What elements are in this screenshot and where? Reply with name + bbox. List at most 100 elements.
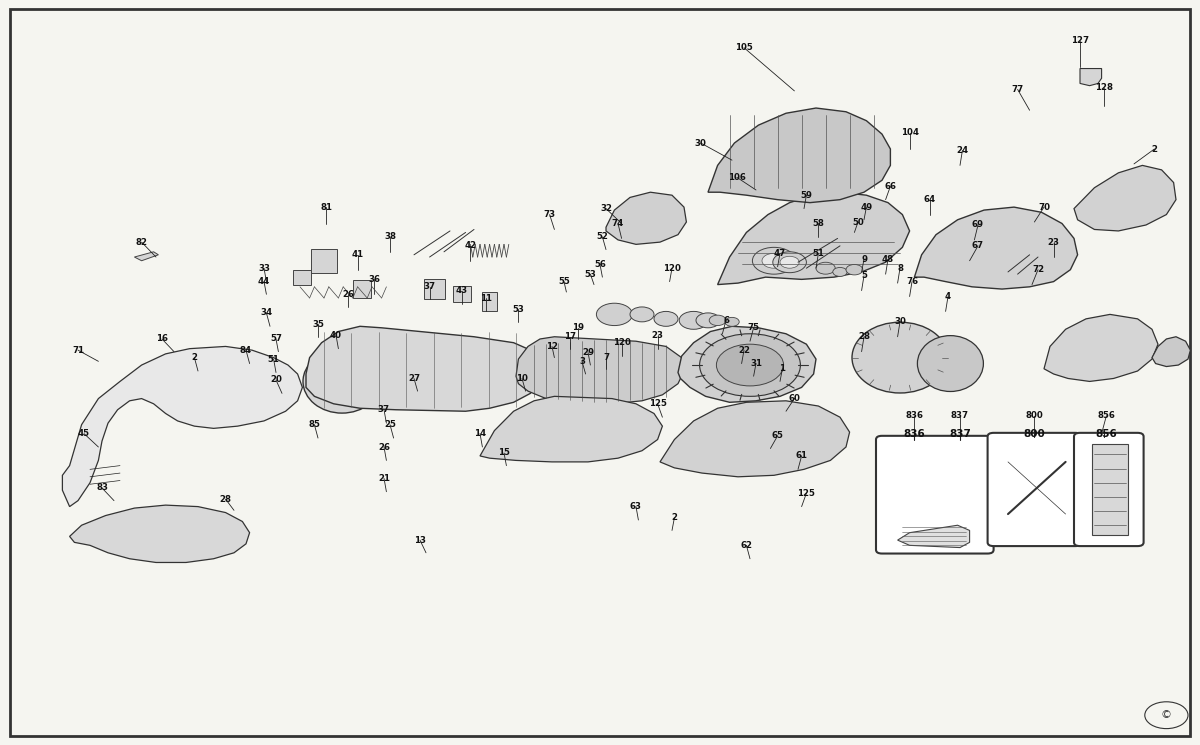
Text: 85: 85 — [308, 420, 320, 429]
Polygon shape — [134, 252, 158, 261]
Text: 6: 6 — [722, 316, 730, 325]
Polygon shape — [1074, 165, 1176, 231]
Ellipse shape — [302, 350, 380, 413]
Text: 28: 28 — [858, 332, 870, 341]
Polygon shape — [1044, 314, 1158, 381]
Text: 37: 37 — [378, 405, 390, 414]
Bar — [454, 286, 470, 302]
Circle shape — [700, 334, 800, 396]
Text: 50: 50 — [852, 218, 864, 226]
Text: 43: 43 — [456, 286, 468, 295]
Text: 21: 21 — [378, 474, 390, 483]
Text: 73: 73 — [544, 210, 556, 219]
Text: 84: 84 — [240, 346, 252, 355]
Circle shape — [709, 315, 726, 326]
Text: 49: 49 — [860, 203, 872, 212]
Text: 36: 36 — [368, 275, 380, 284]
Text: 16: 16 — [156, 335, 168, 343]
Circle shape — [773, 252, 806, 273]
Text: 105: 105 — [736, 43, 752, 52]
Text: 67: 67 — [972, 241, 984, 250]
Text: 8: 8 — [898, 264, 904, 273]
Text: 13: 13 — [414, 536, 426, 545]
FancyBboxPatch shape — [876, 436, 994, 554]
Text: 836: 836 — [904, 428, 925, 439]
Text: 2: 2 — [1151, 145, 1157, 153]
Text: 125: 125 — [649, 399, 666, 408]
Text: 12: 12 — [546, 342, 558, 351]
Polygon shape — [606, 192, 686, 244]
Text: 35: 35 — [312, 320, 324, 329]
Text: 83: 83 — [96, 484, 108, 492]
Text: 81: 81 — [320, 203, 332, 212]
Circle shape — [654, 311, 678, 326]
Text: 2: 2 — [192, 353, 197, 362]
Text: 52: 52 — [596, 232, 608, 241]
Text: 1: 1 — [780, 364, 785, 373]
Text: 82: 82 — [136, 238, 148, 247]
Polygon shape — [718, 192, 910, 285]
Text: 69: 69 — [972, 221, 984, 229]
Text: 37: 37 — [424, 282, 436, 291]
Text: 42: 42 — [464, 241, 476, 250]
Text: 30: 30 — [695, 139, 707, 148]
Ellipse shape — [852, 323, 948, 393]
Text: 837: 837 — [950, 411, 970, 420]
Bar — [353, 280, 372, 299]
Circle shape — [762, 253, 786, 268]
Text: 63: 63 — [630, 502, 642, 511]
Text: 23: 23 — [1048, 238, 1060, 247]
Text: 75: 75 — [748, 323, 760, 332]
Polygon shape — [70, 505, 250, 562]
Text: 20: 20 — [270, 375, 282, 384]
Bar — [482, 293, 497, 311]
Text: 837: 837 — [949, 428, 971, 439]
Bar — [424, 279, 445, 299]
Text: 800: 800 — [1026, 411, 1043, 420]
Polygon shape — [1080, 69, 1102, 86]
Text: 57: 57 — [270, 335, 282, 343]
Text: 66: 66 — [884, 182, 896, 191]
Text: 45: 45 — [78, 429, 90, 438]
Text: 5: 5 — [862, 271, 866, 280]
Text: 32: 32 — [600, 204, 612, 213]
Text: 800: 800 — [1024, 428, 1045, 439]
Text: 856: 856 — [1096, 428, 1117, 439]
Text: 26: 26 — [378, 443, 390, 451]
Polygon shape — [898, 525, 970, 548]
Circle shape — [725, 317, 739, 326]
Circle shape — [696, 313, 720, 328]
Text: 55: 55 — [558, 277, 570, 286]
Polygon shape — [516, 337, 684, 404]
Text: 23: 23 — [652, 331, 664, 340]
Text: 71: 71 — [72, 346, 84, 355]
Text: 51: 51 — [268, 355, 280, 364]
Bar — [293, 270, 312, 285]
Text: 22: 22 — [738, 346, 750, 355]
Text: 17: 17 — [564, 332, 576, 341]
Text: 56: 56 — [594, 260, 606, 269]
Text: 38: 38 — [384, 232, 396, 241]
Text: 70: 70 — [1038, 203, 1050, 212]
Text: 104: 104 — [900, 128, 919, 137]
Text: 120: 120 — [613, 338, 630, 347]
Bar — [1092, 444, 1128, 535]
Text: 27: 27 — [408, 374, 420, 383]
Circle shape — [833, 267, 847, 276]
Text: 62: 62 — [740, 541, 752, 550]
Circle shape — [679, 311, 708, 329]
Text: 41: 41 — [352, 250, 364, 259]
Text: 60: 60 — [788, 394, 800, 403]
Text: 59: 59 — [800, 191, 812, 200]
Polygon shape — [62, 346, 302, 507]
Text: 4: 4 — [944, 292, 952, 301]
Text: ©: © — [1160, 710, 1172, 720]
Text: 14: 14 — [474, 429, 486, 438]
Text: 61: 61 — [796, 451, 808, 460]
Text: 40: 40 — [330, 331, 342, 340]
Text: 11: 11 — [480, 294, 492, 302]
Text: 34: 34 — [260, 308, 272, 317]
Text: 53: 53 — [584, 270, 596, 279]
Text: 77: 77 — [1012, 85, 1024, 94]
Text: 53: 53 — [512, 305, 524, 314]
